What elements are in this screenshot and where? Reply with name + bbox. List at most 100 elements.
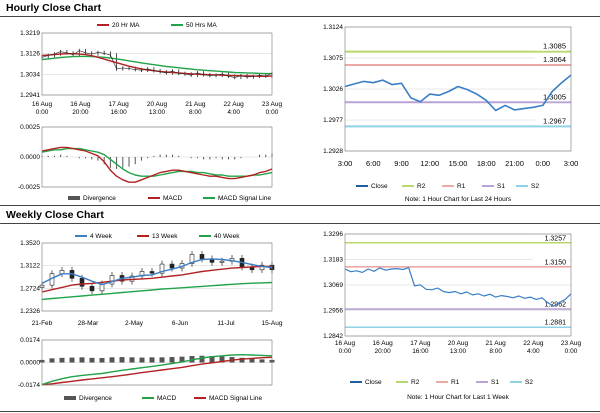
weekly-1h-x-tick-label: 16 Aug 0:00	[335, 340, 356, 355]
weekly-price-x-tick-label: 28-Mar	[78, 320, 99, 327]
hourly-24h-x-tick-label: 6:00	[366, 159, 381, 168]
weekly-1h-legend-label: S1	[491, 379, 499, 386]
weekly-macd-divergence-bar	[119, 357, 125, 363]
hourly-macd-legend-label: MACD Signal Line	[218, 195, 271, 202]
weekly-price-13wk-line	[41, 265, 272, 293]
weekly-title-rule	[0, 223, 600, 224]
hourly-24h-level-label: 1.3005	[543, 92, 566, 101]
hourly-price-legend-label: 20 Hr MA	[112, 22, 140, 29]
hourly-24h-x-tick-label: 0:00	[535, 159, 550, 168]
weekly-macd-divergence-bar	[239, 357, 245, 363]
weekly-1h-legend-label: R1	[451, 379, 460, 386]
hourly-24h-x-tick-label: 21:00	[505, 159, 524, 168]
hourly-24h-y-tick-label: 1.2928	[323, 148, 343, 155]
weekly-macd-y-tick-label: 0.0174	[20, 337, 40, 344]
hourly-title-rule	[0, 16, 600, 17]
hourly-24h-legend-label: R2	[417, 183, 426, 190]
weekly-price-legend-label: 40 Week	[214, 233, 240, 240]
hourly-price-y-tick-label: 1.3126	[20, 51, 40, 58]
weekly-price-40wk-line	[41, 281, 273, 301]
hourly-price-y-tick-label: 1.3219	[20, 30, 40, 37]
hourly-macd-y-tick-label: 0.0000	[20, 154, 40, 161]
weekly-1h-y-tick-label: 1.3069	[323, 282, 343, 289]
weekly-macd-divergence-bar	[209, 356, 215, 363]
hourly-24h-level-label: 1.3064	[543, 55, 566, 64]
hourly-price-x-tick-label: 23 Aug 0:00	[262, 101, 283, 116]
weekly-price-candle-body	[89, 285, 95, 292]
hourly-macd-legend-swatch	[68, 196, 80, 200]
weekly-price-candle-body	[79, 278, 85, 287]
weekly-price-y-tick-label: 1.2724	[20, 285, 40, 292]
weekly-macd-legend-label: MACD	[157, 395, 176, 402]
hourly-price-x-tick-label: 21 Aug 8:00	[185, 101, 206, 116]
weekly-macd-divergence-bar	[99, 357, 105, 363]
weekly-1h-note: Note: 1 Hour Chart for Last 1 Week	[407, 394, 510, 401]
hourly-price-x-tick-label: 20 Aug 13:00	[147, 101, 168, 116]
hourly-price-legend-label: 50 Hrs MA	[186, 22, 217, 29]
weekly-price-y-tick-label: 1.3520	[20, 240, 40, 247]
weekly-macd-divergence-bar	[69, 357, 75, 363]
weekly-macd-divergence-bar	[109, 357, 115, 363]
weekly-price-y-tick-label: 1.2326	[20, 308, 40, 315]
weekly-macd-divergence-bar	[149, 357, 155, 363]
weekly-1h-legend-label: Close	[365, 379, 382, 386]
hourly-24h-legend-label: R1	[457, 183, 466, 190]
hourly-24h-y-tick-label: 1.3075	[323, 55, 343, 62]
weekly-1h-level-label-bg	[533, 318, 569, 327]
weekly-1h-level-label-bg	[533, 257, 569, 266]
weekly-macd-signal-line	[41, 356, 273, 386]
hourly-price-close-line	[41, 50, 273, 78]
weekly-price-candle-body	[109, 275, 115, 285]
hourly-price-x-tick-label: 16 Aug 0:00	[32, 101, 53, 116]
hourly-24h-y-tick-label: 1.3026	[323, 86, 343, 93]
weekly-macd-divergence-bar	[79, 357, 85, 363]
hourly-price-x-tick-label: 22 Aug 4:00	[224, 101, 245, 116]
weekly-macd-divergence-bar	[89, 357, 95, 363]
hourly-24h-level-label-bg	[535, 54, 569, 64]
hourly-price-ma50-line	[41, 55, 272, 75]
weekly-price-candle-body	[149, 271, 155, 274]
weekly-1h-level-label: 1.2881	[545, 320, 567, 327]
weekly-price-x-tick-label: 21-Feb	[32, 320, 53, 327]
weekly-1h-close-line	[344, 267, 572, 307]
hourly-macd-legend-label: Divergence	[83, 195, 116, 202]
hourly-macd-legend-label: MACD	[163, 195, 182, 202]
hourly-macd-y-tick-label: 0.0025	[20, 124, 40, 131]
hourly-24h-close-line	[344, 74, 572, 112]
weekly-price-candle-body	[129, 275, 135, 282]
hourly-24h-legend-label: S1	[497, 183, 505, 190]
hourly-24h-level-label-bg	[535, 41, 569, 51]
weekly-1h-x-tick-label: 17 Aug 16:00	[410, 340, 431, 355]
section-divider	[0, 205, 600, 206]
hourly-price-x-tick-label: 16 Aug 20:00	[70, 101, 91, 116]
weekly-price-candle-body	[159, 263, 165, 274]
weekly-section-title: Weekly Close Chart	[6, 209, 104, 221]
weekly-price-x-tick-label: 11-Jul	[217, 320, 235, 327]
weekly-1h-x-tick-label: 16 Aug 20:00	[373, 340, 394, 355]
weekly-macd-divergence-bar	[169, 357, 175, 363]
weekly-macd-line	[41, 354, 273, 386]
weekly-1h-level-label: 1.3257	[545, 235, 567, 242]
weekly-price-x-tick-label: 15-Aug	[262, 320, 283, 327]
weekly-1h-frame	[344, 233, 572, 337]
weekly-macd-divergence-bar	[49, 358, 55, 363]
weekly-1h-x-tick-label: 21 Aug 8:00	[486, 340, 507, 355]
hourly-24h-level-label: 1.3085	[543, 42, 566, 51]
weekly-1h-y-tick-label: 1.3183	[323, 256, 343, 263]
hourly-price-frame	[41, 32, 273, 96]
weekly-macd-divergence-bar	[129, 357, 135, 363]
weekly-1h-x-tick-label: 23 Aug 0:00	[561, 340, 582, 355]
hourly-24h-level-label-bg	[535, 116, 569, 126]
weekly-macd-divergence-bar	[139, 357, 145, 363]
weekly-1h-x-tick-label: 20 Aug 13:00	[448, 340, 469, 355]
weekly-macd-legend-swatch	[64, 396, 76, 400]
bottom-rule	[0, 411, 600, 412]
weekly-price-legend-label: 4 Week	[90, 233, 113, 240]
hourly-24h-level-label: 1.2967	[543, 116, 566, 125]
hourly-24h-frame	[344, 26, 572, 152]
weekly-price-legend-label: 13 Week	[152, 233, 178, 240]
weekly-macd-y-tick-label: 0.0000	[20, 360, 40, 367]
weekly-macd-divergence-bar	[259, 359, 265, 363]
weekly-price-y-tick-label: 1.3122	[20, 263, 40, 270]
